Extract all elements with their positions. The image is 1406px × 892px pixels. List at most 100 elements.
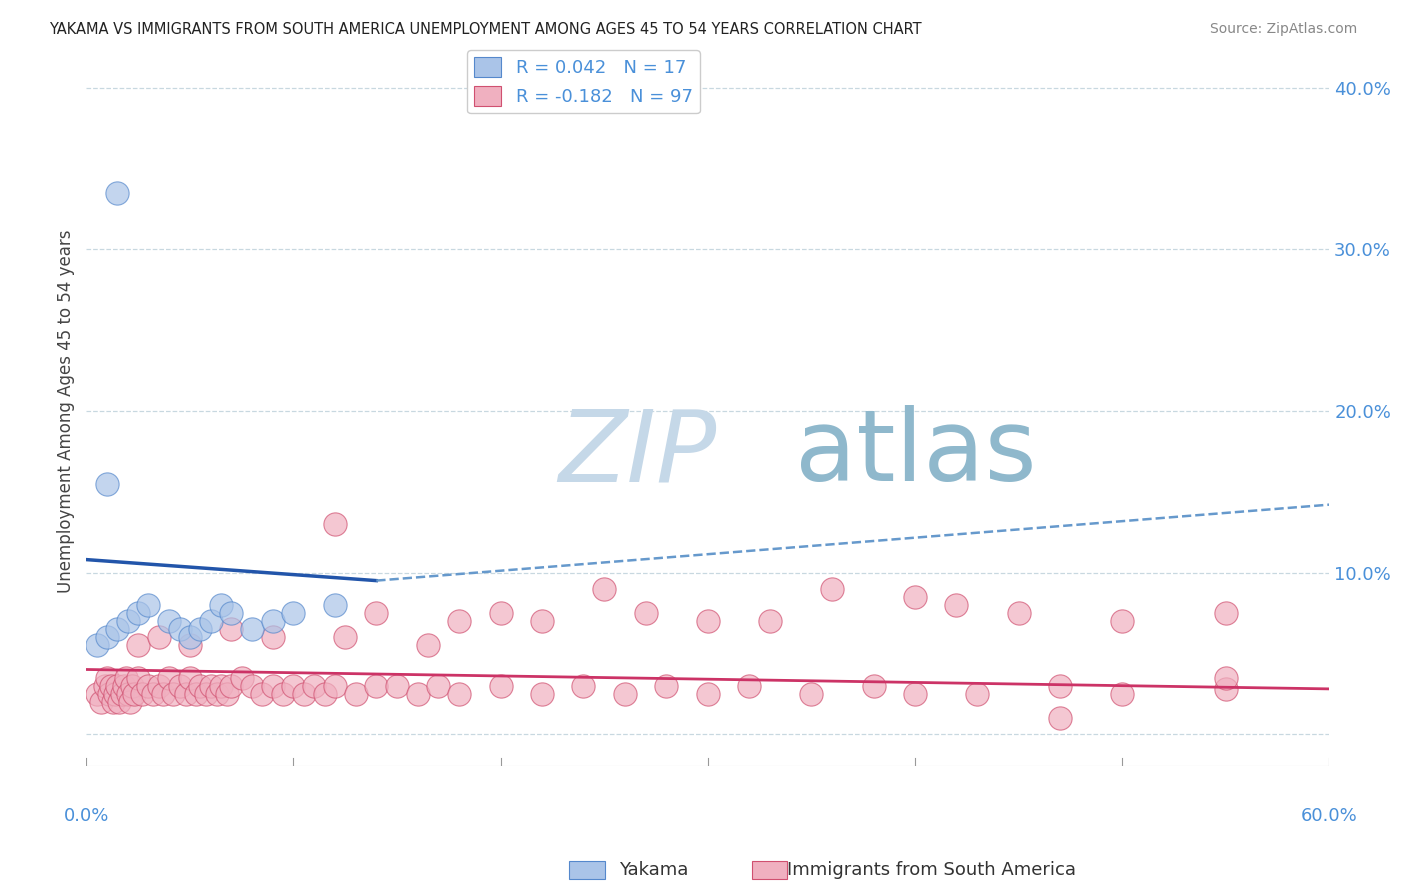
Point bbox=[262, 630, 284, 644]
Point bbox=[131, 687, 153, 701]
Point bbox=[1111, 614, 1133, 628]
Point bbox=[262, 614, 284, 628]
Point bbox=[169, 679, 191, 693]
Point bbox=[127, 606, 149, 620]
Point bbox=[821, 582, 844, 596]
Point bbox=[217, 687, 239, 701]
Point bbox=[302, 679, 325, 693]
Point bbox=[344, 687, 367, 701]
Text: ZIP: ZIP bbox=[558, 405, 717, 502]
Point bbox=[593, 582, 616, 596]
Point bbox=[904, 687, 927, 701]
Point bbox=[112, 679, 135, 693]
Point bbox=[94, 679, 117, 693]
Point bbox=[314, 687, 336, 701]
Point bbox=[205, 687, 228, 701]
Point bbox=[759, 614, 782, 628]
Point bbox=[108, 695, 131, 709]
Point bbox=[613, 687, 636, 701]
Point bbox=[96, 671, 118, 685]
Point bbox=[118, 695, 141, 709]
Point bbox=[179, 638, 201, 652]
Point bbox=[904, 590, 927, 604]
Point bbox=[696, 614, 718, 628]
Point bbox=[96, 476, 118, 491]
Text: Yakama: Yakama bbox=[619, 861, 688, 879]
Point bbox=[152, 687, 174, 701]
Point bbox=[1049, 711, 1071, 725]
Point bbox=[966, 687, 988, 701]
Point bbox=[385, 679, 408, 693]
Point bbox=[169, 622, 191, 636]
Point bbox=[110, 687, 132, 701]
Point bbox=[1215, 606, 1237, 620]
Point bbox=[105, 679, 128, 693]
Point bbox=[98, 687, 121, 701]
Point bbox=[292, 687, 315, 701]
Point bbox=[262, 679, 284, 693]
Text: 60.0%: 60.0% bbox=[1301, 807, 1358, 825]
Point bbox=[489, 606, 512, 620]
Point bbox=[271, 687, 294, 701]
Point bbox=[127, 671, 149, 685]
Point bbox=[531, 687, 554, 701]
Point bbox=[142, 687, 165, 701]
Point bbox=[195, 687, 218, 701]
Point bbox=[179, 630, 201, 644]
Point bbox=[121, 679, 143, 693]
Point bbox=[86, 687, 108, 701]
Point bbox=[696, 687, 718, 701]
Point bbox=[103, 695, 125, 709]
Point bbox=[174, 687, 197, 701]
Point bbox=[449, 687, 471, 701]
Point bbox=[138, 679, 160, 693]
Point bbox=[127, 638, 149, 652]
Legend: R = 0.042   N = 17, R = -0.182   N = 97: R = 0.042 N = 17, R = -0.182 N = 97 bbox=[467, 50, 700, 113]
Point bbox=[634, 606, 657, 620]
Point bbox=[122, 687, 145, 701]
Point bbox=[117, 614, 139, 628]
Point bbox=[449, 614, 471, 628]
Point bbox=[200, 614, 222, 628]
Point bbox=[252, 687, 274, 701]
Point bbox=[231, 671, 253, 685]
Point bbox=[1111, 687, 1133, 701]
Point bbox=[406, 687, 429, 701]
Text: atlas: atlas bbox=[794, 405, 1036, 502]
Point bbox=[117, 687, 139, 701]
Point bbox=[283, 679, 305, 693]
Point bbox=[157, 671, 180, 685]
Point bbox=[862, 679, 884, 693]
Point bbox=[1215, 681, 1237, 696]
Y-axis label: Unemployment Among Ages 45 to 54 years: Unemployment Among Ages 45 to 54 years bbox=[58, 229, 75, 592]
Point bbox=[157, 614, 180, 628]
Point bbox=[323, 598, 346, 612]
Point bbox=[572, 679, 595, 693]
Point bbox=[1049, 679, 1071, 693]
Point bbox=[209, 679, 232, 693]
Point bbox=[366, 606, 388, 620]
Point bbox=[531, 614, 554, 628]
Point bbox=[188, 679, 211, 693]
Point bbox=[416, 638, 439, 652]
Point bbox=[240, 622, 263, 636]
Point bbox=[114, 671, 136, 685]
Point bbox=[188, 622, 211, 636]
Point bbox=[221, 606, 243, 620]
Point bbox=[945, 598, 967, 612]
Point bbox=[184, 687, 207, 701]
Point bbox=[489, 679, 512, 693]
Point bbox=[427, 679, 450, 693]
Point bbox=[335, 630, 357, 644]
Point bbox=[366, 679, 388, 693]
Point bbox=[179, 671, 201, 685]
Text: Immigrants from South America: Immigrants from South America bbox=[787, 861, 1077, 879]
Point bbox=[162, 687, 184, 701]
Point bbox=[200, 679, 222, 693]
Point bbox=[105, 186, 128, 200]
Point bbox=[148, 630, 170, 644]
Text: 0.0%: 0.0% bbox=[63, 807, 110, 825]
Point bbox=[800, 687, 823, 701]
Point bbox=[209, 598, 232, 612]
Point bbox=[105, 622, 128, 636]
